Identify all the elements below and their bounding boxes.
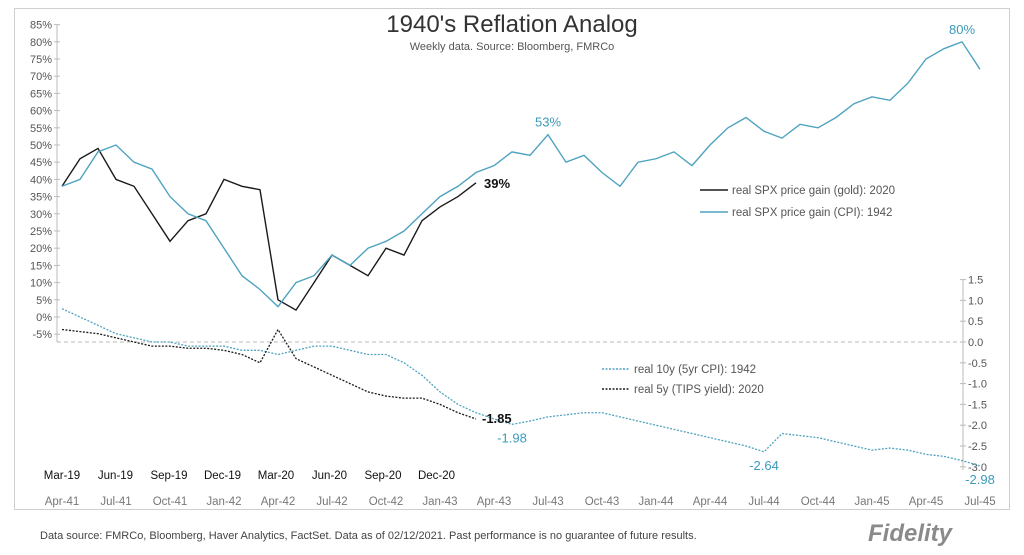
x-bottom-label: Apr-43 — [477, 496, 512, 508]
x-top-label: Sep-19 — [150, 470, 187, 482]
left-tick-label: -5% — [32, 329, 52, 341]
left-tick-label: 20% — [30, 243, 52, 255]
x-top-label: Jun-20 — [312, 470, 347, 482]
data-label: -1.98 — [497, 430, 527, 445]
left-tick-label: 40% — [30, 174, 52, 186]
right-tick-label: 1.5 — [968, 275, 983, 287]
legend-label: real SPX price gain (gold): 2020 — [732, 185, 895, 197]
left-tick-label: 55% — [30, 123, 52, 135]
x-bottom-label: Apr-44 — [693, 496, 728, 508]
left-tick-label: 85% — [30, 20, 52, 32]
chart-title: 1940's Reflation Analog — [386, 11, 637, 38]
data-label: 39% — [484, 176, 510, 191]
x-bottom-label: Jul-42 — [316, 496, 347, 508]
x-bottom-label: Oct-42 — [369, 496, 404, 508]
left-tick-label: 25% — [30, 226, 52, 238]
x-bottom-label: Apr-41 — [45, 496, 80, 508]
x-bottom-label: Jan-44 — [638, 496, 674, 508]
legend-label: real 5y (TIPS yield): 2020 — [634, 384, 764, 396]
data-label: -1.85 — [482, 411, 512, 426]
x-bottom-label: Jul-44 — [748, 496, 780, 508]
series-line-0 — [61, 147, 477, 312]
fidelity-logo: Fidelity — [868, 520, 953, 547]
x-bottom-label: Oct-43 — [585, 496, 620, 508]
x-top-label: Dec-20 — [418, 470, 455, 482]
x-bottom-label: Oct-41 — [153, 496, 188, 508]
x-bottom-label: Jul-45 — [964, 496, 995, 508]
x-bottom-label: Jan-45 — [854, 496, 889, 508]
right-tick-label: -1.5 — [968, 399, 987, 411]
series-line-3 — [61, 328, 477, 420]
left-tick-label: 45% — [30, 157, 52, 169]
right-tick-label: -2.0 — [968, 420, 987, 432]
x-bottom-label: Apr-45 — [909, 496, 944, 508]
left-tick-label: 65% — [30, 88, 52, 100]
x-top-label: Sep-20 — [364, 470, 401, 482]
left-tick-label: 75% — [30, 54, 52, 66]
x-top-label: Mar-20 — [258, 470, 294, 482]
x-top-label: Mar-19 — [44, 470, 80, 482]
right-tick-label: 0.0 — [968, 337, 983, 349]
left-tick-label: 15% — [30, 260, 52, 272]
left-tick-label: 0% — [36, 312, 52, 324]
legend-label: real 10y (5yr CPI): 1942 — [634, 364, 756, 376]
data-label: -2.98 — [965, 472, 995, 487]
legend-label: real SPX price gain (CPI): 1942 — [732, 207, 892, 219]
x-bottom-label: Jan-42 — [206, 496, 241, 508]
right-tick-label: -1.0 — [968, 379, 987, 391]
left-tick-label: 80% — [30, 37, 52, 49]
data-label: -2.64 — [749, 458, 779, 473]
chart-frame — [14, 8, 1010, 510]
right-tick-label: -2.5 — [968, 441, 987, 453]
right-tick-label: -0.5 — [968, 358, 987, 370]
chart-subtitle: Weekly data. Source: Bloomberg, FMRCo — [410, 41, 615, 53]
series-line-1 — [61, 40, 981, 308]
x-bottom-label: Jan-43 — [422, 496, 457, 508]
left-tick-label: 30% — [30, 209, 52, 221]
x-bottom-label: Jul-41 — [100, 496, 131, 508]
x-bottom-label: Oct-44 — [801, 496, 836, 508]
left-tick-label: 70% — [30, 71, 52, 83]
right-tick-label: 1.0 — [968, 295, 983, 307]
left-tick-label: 50% — [30, 140, 52, 152]
data-label: 80% — [949, 22, 975, 37]
right-tick-label: 0.5 — [968, 316, 983, 328]
data-label: 53% — [535, 115, 561, 130]
left-tick-label: 10% — [30, 278, 52, 290]
left-tick-label: 35% — [30, 192, 52, 204]
left-tick-label: 60% — [30, 106, 52, 118]
footer-note: Data source: FMRCo, Bloomberg, Haver Ana… — [40, 530, 697, 542]
x-top-label: Jun-19 — [98, 470, 133, 482]
left-tick-label: 5% — [36, 295, 52, 307]
right-tick-label: -3.0 — [968, 462, 987, 474]
x-bottom-label: Jul-43 — [532, 496, 563, 508]
x-bottom-label: Apr-42 — [261, 496, 296, 508]
x-top-label: Dec-19 — [204, 470, 241, 482]
